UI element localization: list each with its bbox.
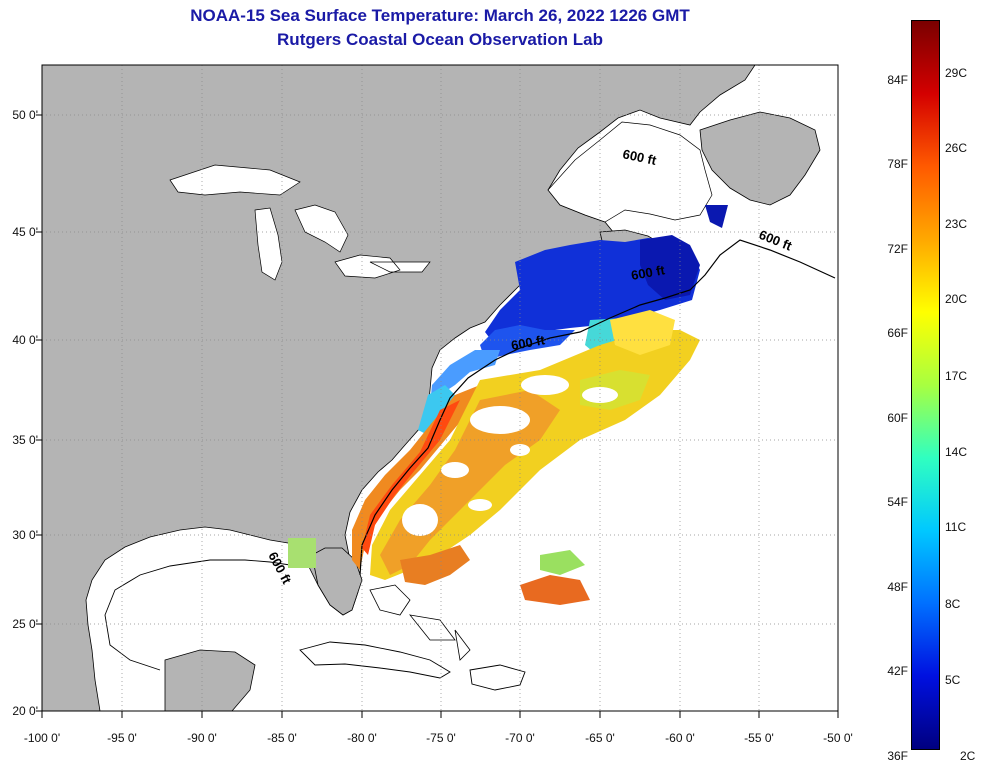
lon-label: -90 0' [187, 731, 217, 745]
gulf-shelf-contour [104, 554, 301, 671]
colorbar-c-label: 2C [960, 749, 976, 763]
colorbar-f-label: 84F [887, 73, 908, 87]
lon-label: -70 0' [505, 731, 535, 745]
gulf-of-st-lawrence [547, 121, 713, 223]
colorbar-c-label: 17C [945, 369, 968, 383]
graticule [42, 65, 838, 711]
temperature-colorbar [911, 20, 940, 750]
colorbar-c-label: 23C [945, 217, 968, 231]
land-north-america [42, 65, 756, 711]
land-florida [311, 547, 363, 616]
lon-label: -80 0' [347, 731, 377, 745]
colorbar-f-label: 48F [887, 580, 908, 594]
lat-label: 25 0' [12, 617, 38, 631]
lon-label: -100 0' [23, 731, 61, 745]
colorbar-c-label: 11C [945, 520, 967, 534]
lon-label: -95 0' [107, 731, 137, 745]
colorbar-c-label: 5C [945, 673, 961, 687]
lon-label: -60 0' [665, 731, 695, 745]
shelf-contour-east [359, 239, 836, 576]
lat-label: 30 0' [12, 528, 38, 542]
colorbar-f-label: 78F [887, 157, 908, 171]
map-title: NOAA-15 Sea Surface Temperature: March 2… [190, 6, 690, 25]
lon-label: -85 0' [267, 731, 297, 745]
colorbar-c-label: 29C [945, 66, 968, 80]
land-yucatan [164, 649, 256, 711]
lat-label: 50 0' [12, 108, 38, 122]
sst-data-layer [288, 205, 728, 605]
lat-label: 20 0' [12, 704, 38, 718]
colorbar-c-label: 20C [945, 292, 968, 306]
colorbar-f-label: 66F [887, 326, 908, 340]
map-frame [41, 64, 839, 712]
lat-label: 35 0' [12, 433, 38, 447]
lon-label: -55 0' [744, 731, 774, 745]
lon-label: -50 0' [823, 731, 853, 745]
lon-label: -75 0' [426, 731, 456, 745]
colorbar-f-label: 72F [887, 242, 908, 256]
map-subtitle: Rutgers Coastal Ocean Observation Lab [277, 30, 603, 49]
lon-label: -65 0' [585, 731, 615, 745]
lat-label: 45 0' [12, 225, 38, 239]
colorbar-c-label: 8C [945, 597, 961, 611]
colorbar-f-label: 36F [887, 749, 908, 763]
colorbar-f-label: 60F [887, 411, 908, 425]
colorbar-f-label: 42F [887, 664, 908, 678]
contour-label: 600 ft [630, 262, 667, 283]
bahamas [369, 584, 471, 661]
contour-label: 600 ft [621, 146, 658, 168]
colorbar-c-label: 14C [945, 445, 968, 459]
contour-label: 600 ft [510, 332, 547, 353]
land-maritimes [699, 111, 821, 206]
colorbar-f-label: 54F [887, 495, 908, 509]
land-cuba [299, 641, 451, 679]
lat-label: 40 0' [12, 333, 38, 347]
colorbar-c-label: 26C [945, 141, 968, 155]
great-lakes [169, 164, 431, 281]
